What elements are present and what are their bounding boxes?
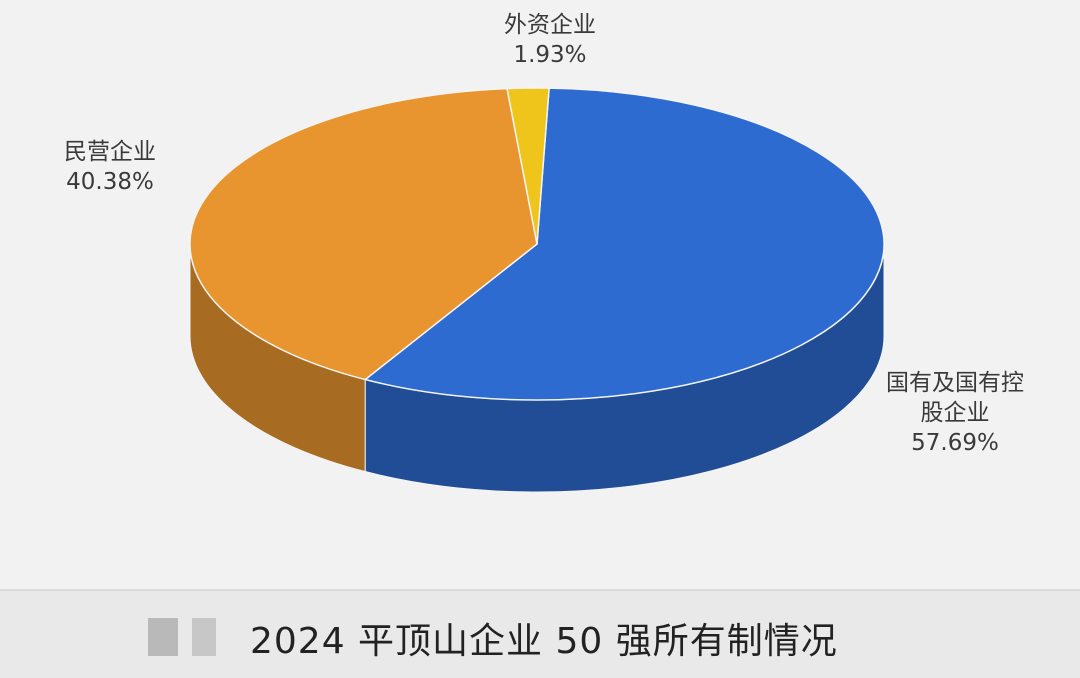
value-label: 57.69%	[911, 430, 999, 456]
chart-title: 2024 平顶山企业 50 强所有制情况	[250, 621, 838, 662]
slice	[189, 87, 538, 381]
value-label: 40.38%	[66, 169, 154, 195]
slice	[506, 87, 550, 245]
data-label: 民营企业 40.38%	[30, 137, 190, 197]
category-label: 外资企业	[504, 12, 596, 38]
data-label: 外资企业 1.93%	[470, 10, 630, 70]
blurred-mark	[192, 618, 216, 656]
category-label: 国有及国有控股企业	[886, 370, 1024, 426]
category-label: 民营企业	[64, 139, 156, 165]
slice	[363, 87, 885, 401]
value-label: 1.93%	[513, 42, 587, 68]
data-label: 国有及国有控股企业 57.69%	[885, 368, 1025, 458]
blurred-mark	[148, 618, 178, 656]
